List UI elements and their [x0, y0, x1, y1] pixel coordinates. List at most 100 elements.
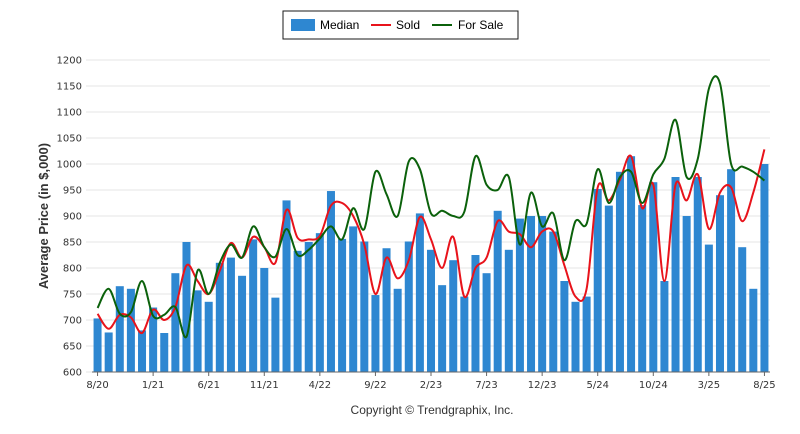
median-bar: [660, 281, 669, 372]
median-bar: [160, 333, 169, 372]
legend-median-swatch: [291, 19, 315, 31]
median-bar: [682, 216, 691, 372]
legend-for-sale-label: For Sale: [458, 18, 504, 32]
y-tick-label: 1050: [57, 134, 82, 145]
median-bar: [249, 239, 258, 372]
median-bar: [138, 330, 147, 372]
median-bar: [282, 200, 291, 372]
y-tick-label: 1000: [57, 160, 82, 171]
x-tick-label: 6/21: [197, 380, 219, 391]
median-bar: [482, 273, 491, 372]
x-tick-label: 2/23: [420, 380, 442, 391]
y-tick-label: 1200: [57, 56, 82, 67]
y-tick-label: 600: [63, 368, 82, 379]
median-bar: [426, 249, 436, 372]
x-tick-label: 5/24: [586, 380, 608, 391]
median-bar: [527, 216, 536, 372]
median-bar: [549, 231, 558, 372]
legend-box: [282, 10, 519, 40]
x-tick-label: 10/24: [639, 380, 668, 391]
median-bar: [349, 226, 358, 372]
median-bar: [571, 301, 580, 372]
copyright-text: Copyright © Trendgraphix, Inc.: [351, 403, 514, 417]
median-bar: [382, 248, 391, 372]
y-tick-label: 1150: [57, 82, 82, 93]
median-bar: [238, 275, 247, 372]
y-tick-label: 800: [63, 264, 82, 275]
legend-median-label: Median: [320, 18, 359, 32]
x-tick-label: 3/25: [698, 380, 720, 391]
median-bar: [615, 171, 624, 372]
median-bar: [715, 195, 724, 372]
median-bar: [104, 332, 113, 372]
median-bar: [293, 250, 302, 372]
median-bar: [749, 288, 758, 372]
median-bar: [738, 247, 747, 372]
median-bar: [438, 285, 447, 372]
median-bar: [271, 297, 280, 372]
for-sale-line: [96, 75, 766, 339]
median-bar: [415, 213, 424, 372]
median-bar: [471, 255, 480, 372]
median-bar: [604, 205, 613, 372]
median-bar: [326, 191, 335, 372]
y-axis: 600 650 700 750 800 850 900 950 1000 1050 1100 1150…: [57, 56, 82, 379]
median-bar: [538, 216, 547, 372]
median-bar: [693, 177, 702, 372]
median-bar: [760, 164, 769, 372]
median-bar: [393, 288, 402, 372]
median-bar: [727, 169, 736, 372]
x-tick-label: 12/23: [528, 380, 557, 391]
x-tick-label: 11/21: [250, 380, 279, 391]
median-bar: [515, 218, 524, 372]
series-lines: [96, 75, 766, 339]
x-tick-label: 8/25: [753, 380, 775, 391]
y-tick-label: 700: [63, 316, 82, 327]
median-bar: [193, 290, 202, 372]
median-bar: [304, 242, 313, 372]
median-bar: [504, 249, 513, 372]
median-bar: [627, 156, 636, 372]
median-bar: [593, 188, 602, 372]
median-bar: [260, 268, 269, 372]
median-bars: [93, 156, 769, 372]
median-bar: [649, 182, 658, 372]
x-axis: 8/20 1/21 6/21 11/21 4/22 9/22 2/23 7/23 12/23 5/…: [86, 371, 776, 391]
x-tick-label: 7/23: [475, 380, 497, 391]
y-tick-label: 850: [63, 238, 82, 249]
median-bar: [182, 242, 191, 372]
median-bar: [338, 238, 347, 372]
x-tick-label: 1/21: [142, 380, 164, 391]
median-bar: [204, 301, 213, 372]
median-bar: [582, 296, 591, 372]
median-bar: [560, 281, 569, 372]
median-bar: [115, 286, 124, 372]
median-bar: [126, 288, 135, 372]
y-tick-label: 1100: [57, 108, 82, 119]
legend: Median Sold For Sale: [282, 10, 519, 40]
median-bar: [449, 260, 458, 372]
legend-sold-label: Sold: [396, 18, 420, 32]
y-tick-label: 900: [63, 212, 82, 223]
median-bar: [404, 241, 413, 372]
y-tick-label: 650: [63, 342, 82, 353]
y-tick-label: 950: [63, 186, 82, 197]
y-axis-label: Average Price (in $,000): [36, 143, 51, 289]
median-bar: [460, 296, 469, 372]
median-bar: [360, 241, 369, 372]
median-bar: [371, 295, 380, 372]
median-bar: [671, 177, 680, 372]
x-tick-label: 9/22: [364, 380, 386, 391]
median-bar: [704, 244, 713, 372]
y-tick-label: 750: [63, 290, 82, 301]
median-bar: [215, 262, 224, 372]
median-bar: [171, 273, 180, 372]
x-tick-label: 4/22: [309, 380, 331, 391]
median-bar: [226, 257, 235, 372]
x-tick-label: 8/20: [86, 380, 108, 391]
median-bar: [638, 205, 647, 372]
median-bar: [493, 210, 502, 372]
median-bar: [315, 233, 324, 372]
median-bar: [93, 318, 102, 372]
